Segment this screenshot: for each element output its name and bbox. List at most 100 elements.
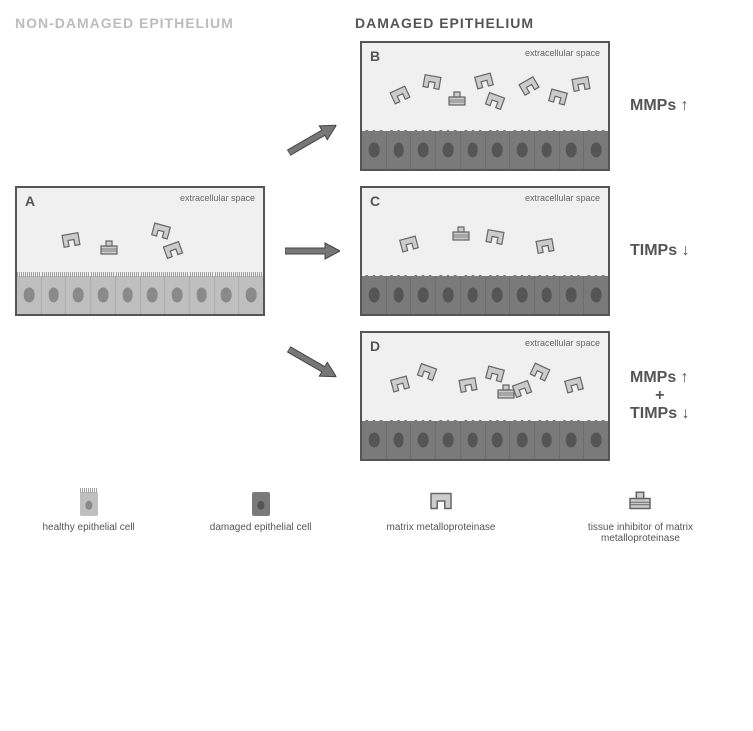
panel-letter: C — [370, 193, 380, 209]
damaged-cell — [411, 131, 436, 169]
mmp-icon — [472, 71, 495, 92]
damaged-cell — [436, 421, 461, 459]
nucleus — [591, 143, 602, 158]
damaged-cell — [461, 131, 486, 169]
nucleus — [541, 433, 552, 448]
legend-timp: tissue inhibitor of matrix metalloprotei… — [570, 486, 710, 544]
proteins-d — [372, 351, 598, 417]
nucleus — [492, 288, 503, 303]
label-d-plus: + — [630, 387, 690, 405]
nucleus — [541, 288, 552, 303]
side-label-b: MMPs ↑ — [630, 41, 690, 171]
cellband-c — [362, 276, 608, 314]
mmp-icon — [528, 361, 553, 384]
right-column: B extracellular space C extracellular sp… — [360, 41, 610, 461]
legend-mmp-label: matrix metalloproteinase — [387, 522, 496, 533]
legend-damaged-label: damaged epithelial cell — [210, 522, 312, 533]
mmp-icon — [562, 375, 585, 396]
nucleus — [566, 288, 577, 303]
damaged-cell — [584, 276, 608, 314]
nucleus — [73, 288, 84, 303]
nucleus — [246, 288, 257, 303]
nucleus — [98, 288, 109, 303]
damaged-cell — [486, 276, 511, 314]
panel-sublabel: extracellular space — [525, 48, 600, 58]
healthy-cell — [116, 276, 141, 314]
damaged-cell — [461, 421, 486, 459]
proteins-b — [372, 61, 598, 127]
timp-icon — [451, 226, 471, 242]
legend-healthy-label: healthy epithelial cell — [43, 522, 135, 533]
healthy-cell — [91, 276, 116, 314]
damaged-cell — [436, 131, 461, 169]
nucleus — [369, 143, 380, 158]
healthy-cell-icon — [74, 486, 104, 516]
nucleus — [418, 143, 429, 158]
legend-timp-label: tissue inhibitor of matrix metalloprotei… — [570, 522, 710, 544]
label-d-timps-down: TIMPs ↓ — [630, 405, 690, 423]
mmp-icon — [483, 363, 506, 384]
nucleus — [467, 433, 478, 448]
panel-d: D extracellular space — [360, 331, 610, 461]
mmp-icon — [60, 231, 82, 250]
nucleus — [393, 143, 404, 158]
main-grid: A extracellular space B extracellular sp… — [15, 41, 738, 461]
mmp-icon — [533, 236, 555, 255]
damaged-cell — [535, 421, 560, 459]
label-d-mmps-up: MMPs ↑ — [630, 369, 690, 387]
damaged-cell — [560, 276, 585, 314]
header-non-damaged: NON-DAMAGED EPITHELIUM — [15, 15, 285, 31]
nucleus — [443, 288, 454, 303]
nucleus — [517, 288, 528, 303]
panel-c: C extracellular space — [360, 186, 610, 316]
panel-letter: B — [370, 48, 380, 64]
header-row: NON-DAMAGED EPITHELIUM DAMAGED EPITHELIU… — [15, 15, 738, 31]
damaged-cell — [411, 421, 436, 459]
panel-letter: D — [370, 338, 380, 354]
arrow-column — [285, 128, 340, 374]
damaged-cell — [584, 421, 608, 459]
side-label-column: MMPs ↑ TIMPs ↓ MMPs ↑ + TIMPs ↓ — [630, 41, 690, 461]
nucleus — [393, 288, 404, 303]
timp-icon — [447, 91, 467, 107]
legend-damaged-cell: damaged epithelial cell — [210, 486, 312, 533]
arrow-up-icon — [283, 116, 342, 163]
damaged-cell — [486, 421, 511, 459]
legend: healthy epithelial cell damaged epitheli… — [15, 486, 738, 544]
cellband-a — [17, 276, 263, 314]
nucleus — [517, 433, 528, 448]
mmp-icon — [150, 220, 173, 241]
legend-healthy-cell: healthy epithelial cell — [43, 486, 135, 533]
damaged-cell — [461, 276, 486, 314]
header-damaged: DAMAGED EPITHELIUM — [285, 15, 738, 31]
legend-mmp: matrix metalloproteinase — [387, 486, 496, 533]
nucleus — [467, 288, 478, 303]
nucleus — [418, 288, 429, 303]
healthy-cell — [141, 276, 166, 314]
healthy-cell — [190, 276, 215, 314]
healthy-cell — [42, 276, 67, 314]
damaged-cell — [510, 421, 535, 459]
nucleus — [591, 433, 602, 448]
panel-sublabel: extracellular space — [525, 338, 600, 348]
nucleus — [122, 288, 133, 303]
damaged-cell — [436, 276, 461, 314]
side-label-c: TIMPs ↓ — [630, 186, 690, 316]
timp-icon — [99, 240, 119, 256]
arrow-mid-icon — [285, 240, 340, 262]
mmp-icon — [415, 361, 439, 383]
panel-letter: A — [25, 193, 35, 209]
mmp-icon — [457, 376, 479, 395]
panel-sublabel: extracellular space — [180, 193, 255, 203]
mmp-icon — [388, 374, 411, 395]
mmp-icon — [160, 239, 184, 261]
mmp-icon — [388, 84, 413, 107]
proteins-a — [27, 206, 253, 272]
damaged-cell — [486, 131, 511, 169]
cellband-b — [362, 131, 608, 169]
nucleus — [196, 288, 207, 303]
panel-b: B extracellular space — [360, 41, 610, 171]
healthy-cell — [165, 276, 190, 314]
cellband-d — [362, 421, 608, 459]
mmp-icon — [483, 90, 507, 112]
